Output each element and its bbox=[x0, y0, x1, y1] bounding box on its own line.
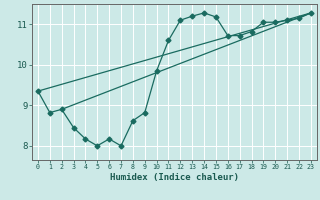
X-axis label: Humidex (Indice chaleur): Humidex (Indice chaleur) bbox=[110, 173, 239, 182]
